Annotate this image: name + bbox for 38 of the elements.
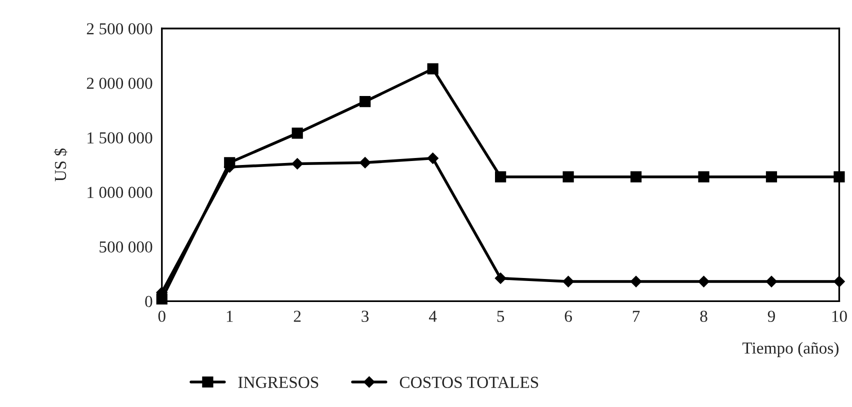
x-axis-title: Tiempo (años): [742, 342, 838, 358]
y-tick-label: 1 500 000: [88, 132, 152, 144]
point: [292, 158, 303, 170]
point: [562, 276, 574, 288]
point: [427, 152, 438, 164]
point: [698, 171, 710, 182]
point: [494, 171, 506, 182]
point: [427, 63, 438, 74]
y-tick-label: 2 500 000: [86, 23, 152, 34]
point: [494, 272, 506, 284]
y-tick-label: 500 000: [100, 241, 152, 253]
y-axis-title: US $: [54, 148, 68, 182]
point: [630, 276, 642, 288]
point: [834, 171, 845, 182]
y-tick-label: 1 000 000: [88, 186, 152, 198]
x-tick-label: 4: [428, 310, 437, 322]
x-tick-label: 0: [158, 310, 166, 322]
point: [360, 96, 371, 108]
point: [698, 276, 710, 288]
x-tick-label: 5: [497, 310, 504, 322]
point: [359, 157, 371, 168]
legend-label: INGRESOS: [238, 376, 318, 388]
y-tick-label: 0: [145, 296, 152, 308]
x-tick-label: 9: [768, 310, 775, 322]
x-tick-label: 8: [700, 310, 708, 322]
point: [562, 171, 574, 182]
y-tick-label: 2 000 000: [86, 78, 152, 89]
x-tick-label: 3: [362, 310, 369, 322]
point: [766, 276, 778, 288]
x-tick-label: 2: [294, 310, 301, 322]
point: [766, 171, 778, 182]
legend-label: COSTOS TOTALES: [400, 376, 538, 388]
x-tick-label: 7: [632, 310, 640, 322]
x-tick-label: 10: [832, 310, 847, 322]
point: [292, 128, 303, 139]
point: [630, 171, 642, 182]
x-tick-label: 1: [226, 310, 233, 322]
x-tick-label: 6: [564, 310, 572, 322]
